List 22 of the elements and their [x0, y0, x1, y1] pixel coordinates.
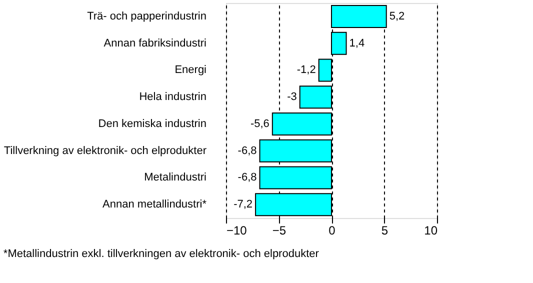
- y-tick-label: Hela industrin: [139, 91, 206, 104]
- y-tick-label: Den kemiska industrin: [98, 118, 206, 130]
- x-tick-label: 5: [381, 224, 388, 238]
- data-label: -5,6: [250, 118, 270, 130]
- y-tick-label: Energi: [174, 64, 206, 76]
- text: *Metallindustrin exkl. tillverkningen av elektronik- och elprodukter: [3, 248, 320, 260]
- y-tick-label: Tillverkning av elektronik- och elprodukter: [4, 144, 207, 157]
- data-label: 5,2: [389, 10, 405, 22]
- x-tick-label: −5: [272, 224, 286, 238]
- data-label: -6,8: [238, 144, 257, 157]
- y-tick-label: Trä- och papperindustrin: [87, 10, 206, 22]
- x-tick-label: 10: [424, 224, 438, 238]
- data-label: -6,8: [238, 172, 257, 184]
- y-tick-label: Annan fabriksindustri: [104, 37, 206, 50]
- data-label: 1,4: [349, 37, 365, 50]
- x-tick-label: 0: [328, 224, 336, 238]
- y-tick-label: Metalindustri: [144, 172, 206, 184]
- data-label: -7,2: [234, 198, 253, 211]
- y-tick-label: Annan metallindustri*: [102, 198, 208, 211]
- data-label: -1,2: [296, 64, 316, 76]
- x-tick-label: −10: [226, 224, 248, 238]
- data-label: -3: [287, 91, 297, 104]
